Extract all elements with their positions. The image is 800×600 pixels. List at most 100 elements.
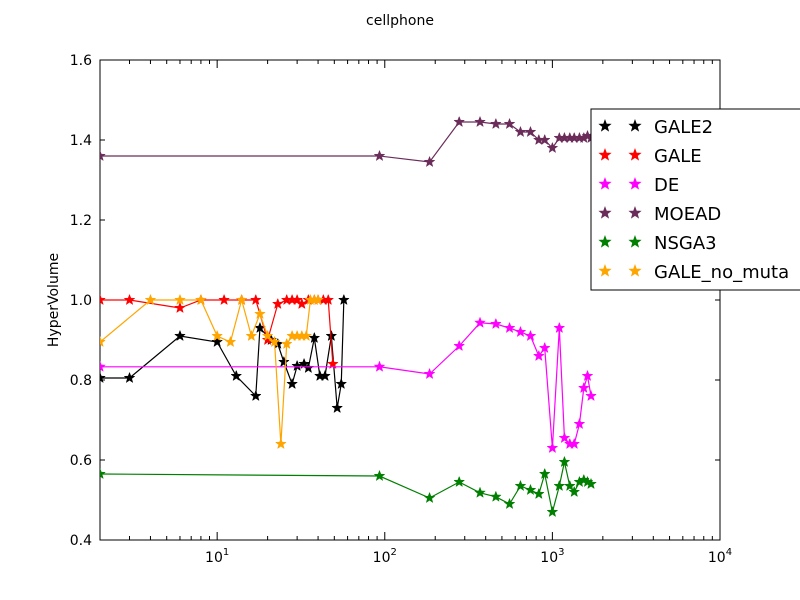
data-point-gale-no-muta bbox=[144, 293, 157, 306]
data-point-gale bbox=[123, 293, 136, 306]
data-point-de bbox=[568, 437, 581, 450]
data-point-nsga3 bbox=[538, 467, 551, 480]
legend-marker-gale-no-muta bbox=[598, 264, 612, 277]
legend-marker-gale bbox=[628, 148, 642, 161]
chart-title: cellphone bbox=[366, 13, 434, 29]
data-point-gale2 bbox=[331, 401, 344, 414]
legend-label-gale2: GALE2 bbox=[654, 117, 713, 138]
data-point-moead bbox=[489, 117, 502, 130]
data-point-gale2 bbox=[123, 371, 136, 384]
data-point-nsga3 bbox=[568, 485, 581, 498]
data-point-de bbox=[453, 339, 466, 352]
data-point-moead bbox=[546, 141, 559, 154]
data-point-de bbox=[532, 349, 545, 362]
data-point-de bbox=[585, 389, 597, 402]
data-point-gale-no-muta bbox=[312, 293, 324, 306]
data-point-de bbox=[100, 360, 106, 372]
series-nsga3 bbox=[100, 455, 597, 518]
data-point-nsga3 bbox=[546, 505, 559, 518]
data-point-gale2 bbox=[335, 377, 348, 390]
data-point-gale-no-muta bbox=[274, 437, 287, 450]
data-point-moead bbox=[503, 117, 516, 130]
data-point-gale-no-muta bbox=[280, 337, 293, 350]
data-point-nsga3 bbox=[423, 491, 436, 504]
legend-label-gale: GALE bbox=[654, 146, 702, 167]
data-point-nsga3 bbox=[524, 483, 537, 496]
y-tick-label: 1.2 bbox=[70, 213, 92, 229]
data-point-nsga3 bbox=[532, 487, 545, 500]
data-point-de bbox=[577, 381, 590, 394]
data-point-gale2 bbox=[249, 389, 262, 402]
data-point-nsga3 bbox=[503, 497, 516, 510]
y-tick-label: 1.0 bbox=[70, 293, 92, 309]
data-point-gale2 bbox=[174, 329, 186, 342]
data-point-gale bbox=[271, 297, 284, 310]
data-point-de bbox=[423, 367, 436, 380]
data-point-de bbox=[489, 317, 502, 330]
legend-marker-de bbox=[628, 177, 642, 190]
data-point-gale bbox=[100, 293, 106, 306]
legend-marker-de bbox=[598, 177, 612, 190]
data-point-gale bbox=[261, 333, 274, 346]
data-point-moead bbox=[100, 149, 106, 162]
data-point-gale-no-muta bbox=[224, 335, 237, 348]
y-axis-label: HyperVolume bbox=[46, 253, 62, 347]
data-point-de bbox=[546, 441, 559, 454]
x-tick-label: 104 bbox=[708, 547, 732, 566]
plot-area: 0.4 0.6 0.8 1.0 1.2 1.4 1.6 101 102 103 104 bbox=[70, 53, 732, 566]
legend-marker-gale2 bbox=[628, 119, 642, 132]
legend: GALE2 GALE DE MOEAD NSGA3 GALE_no_muta bbox=[590, 108, 800, 291]
legend-marker-gale2 bbox=[598, 119, 612, 132]
x-tick-label: 101 bbox=[205, 547, 229, 566]
data-point-nsga3 bbox=[553, 479, 566, 492]
y-tick-label: 0.6 bbox=[70, 453, 92, 469]
data-point-de bbox=[514, 325, 527, 338]
data-point-gale-no-muta bbox=[194, 293, 207, 306]
y-tick-label: 1.6 bbox=[70, 53, 92, 69]
data-point-moead bbox=[514, 125, 527, 138]
data-point-gale bbox=[322, 293, 335, 306]
series-gale-no-muta bbox=[100, 293, 324, 450]
legend-label-moead: MOEAD bbox=[654, 204, 721, 225]
legend-marker-moead bbox=[628, 206, 642, 219]
data-point-nsga3 bbox=[558, 455, 571, 468]
data-point-nsga3 bbox=[514, 479, 527, 492]
legend-marker-nsga3 bbox=[598, 235, 612, 248]
legend-box bbox=[590, 108, 800, 291]
data-point-gale2 bbox=[230, 369, 243, 382]
data-point-nsga3 bbox=[474, 486, 486, 498]
data-point-gale bbox=[249, 293, 262, 306]
legend-label-gale-no-muta: GALE_no_muta bbox=[654, 262, 789, 283]
legend-label-nsga3: NSGA3 bbox=[654, 233, 717, 254]
data-point-de bbox=[573, 417, 586, 430]
y-tick-label: 0.8 bbox=[70, 373, 92, 389]
data-point-gale-no-muta bbox=[100, 335, 106, 348]
data-point-de bbox=[474, 316, 486, 328]
data-point-nsga3 bbox=[453, 475, 466, 488]
data-point-de bbox=[558, 431, 571, 444]
data-point-gale2 bbox=[308, 331, 321, 344]
legend-label-de: DE bbox=[654, 175, 679, 196]
data-point-gale-no-muta bbox=[235, 293, 248, 306]
data-point-nsga3 bbox=[373, 469, 386, 482]
data-point-gale2 bbox=[286, 377, 299, 390]
data-point-gale2 bbox=[277, 355, 290, 368]
data-point-gale2 bbox=[337, 293, 350, 306]
data-point-gale2 bbox=[319, 369, 331, 382]
series-moead bbox=[100, 115, 597, 168]
data-point-gale2 bbox=[100, 371, 106, 384]
x-tick-label: 102 bbox=[373, 547, 397, 566]
x-tick-label: 103 bbox=[540, 547, 564, 566]
data-point-nsga3 bbox=[100, 467, 106, 480]
y-tick-label: 0.4 bbox=[70, 533, 92, 549]
y-tick-label: 1.4 bbox=[70, 133, 92, 149]
data-point-nsga3 bbox=[489, 490, 502, 502]
data-point-gale-no-muta bbox=[268, 335, 281, 348]
data-point-moead bbox=[373, 149, 386, 162]
data-point-nsga3 bbox=[563, 479, 576, 492]
data-point-de bbox=[538, 341, 551, 354]
legend-marker-nsga3 bbox=[628, 235, 642, 248]
data-point-de bbox=[581, 369, 594, 382]
data-point-de bbox=[524, 329, 537, 342]
